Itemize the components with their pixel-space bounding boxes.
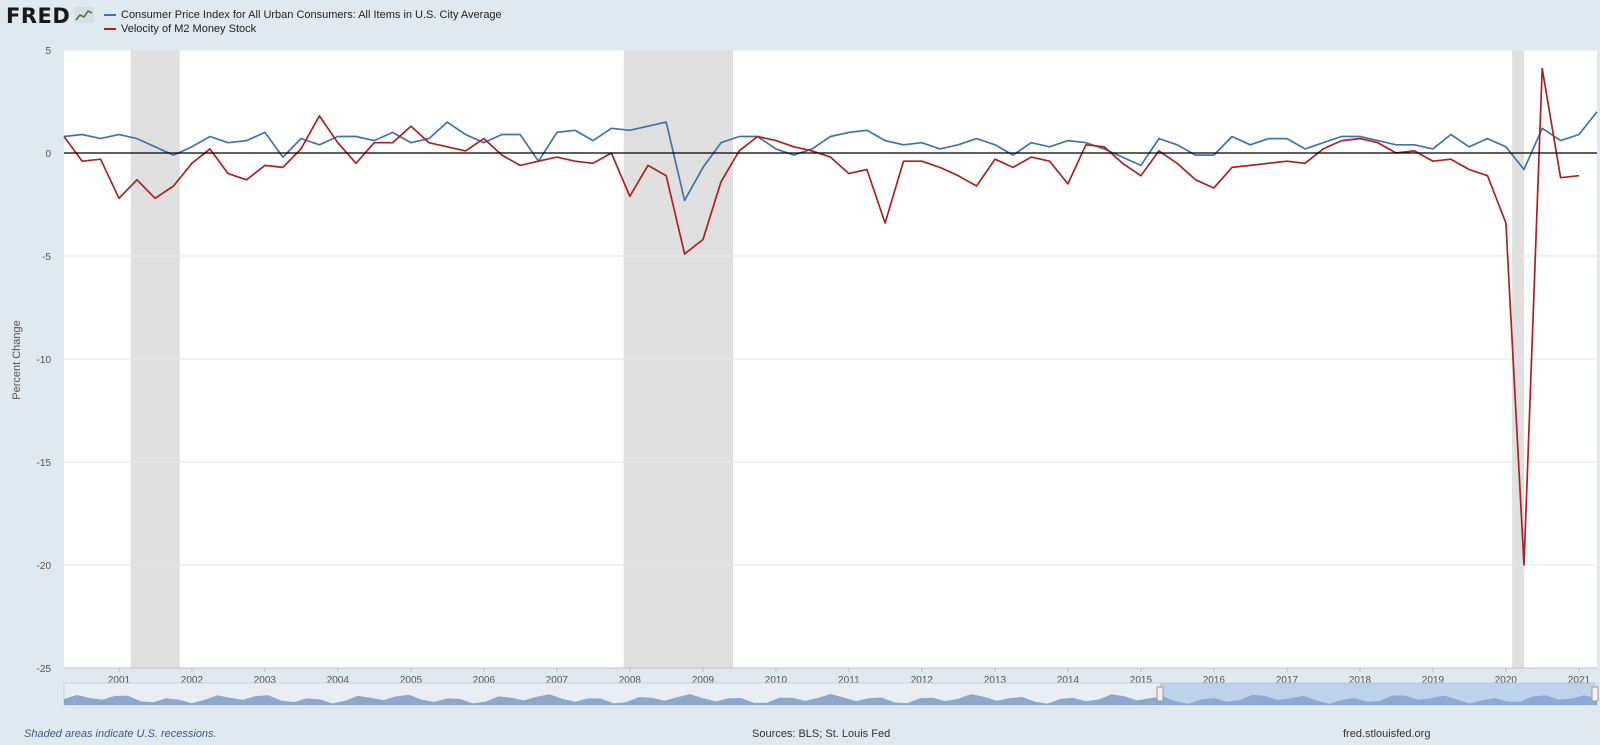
y-tick-label: -15 (37, 458, 52, 469)
chart-legend: Consumer Price Index for All Urban Consu… (104, 8, 502, 36)
x-tick-label: 2014 (1057, 675, 1080, 686)
sources-text: Sources: BLS; St. Louis Fed (752, 728, 891, 740)
x-tick-label: 2015 (1130, 675, 1153, 686)
x-tick-label: 2019 (1422, 675, 1445, 686)
x-tick-label: 2008 (619, 675, 642, 686)
y-tick-label: 5 (45, 46, 51, 57)
series-line-m2-velocity (63, 67, 1580, 566)
line-chart-icon (74, 7, 94, 23)
y-axis-label: Percent Change (11, 320, 23, 400)
y-tick-label: 0 (45, 149, 51, 160)
x-tick-label: 2021 (1568, 675, 1591, 686)
x-tick-label: 2006 (473, 675, 496, 686)
legend-swatch-cpi (104, 14, 116, 16)
x-tick-label: 2007 (546, 675, 569, 686)
x-tick-label: 2018 (1349, 675, 1372, 686)
fred-logo[interactable]: FRED (6, 4, 71, 28)
x-tick-label: 2009 (692, 675, 715, 686)
recession-note: Shaded areas indicate U.S. recessions. (24, 728, 217, 740)
x-tick-label: 2010 (765, 675, 788, 686)
range-navigator[interactable] (63, 682, 1599, 706)
x-tick-label: 2004 (327, 675, 350, 686)
y-tick-label: -25 (37, 664, 52, 675)
navigator-handle-left[interactable] (1156, 686, 1164, 702)
line-chart: 5 0 -5 -10 -15 -20 -25 2001 2002 2003 2004 2005 2006… (11, 46, 1599, 706)
navigator-selection[interactable] (1160, 683, 1595, 705)
x-tick-label: 2011 (838, 675, 860, 686)
x-tick-label: 2013 (984, 675, 1007, 686)
legend-label-m2-velocity: Velocity of M2 Money Stock (121, 23, 257, 35)
series-line-cpi (63, 111, 1598, 202)
x-tick-label: 2012 (911, 675, 934, 686)
navigator-series-area (64, 694, 1597, 705)
x-tick-label: 2020 (1495, 675, 1518, 686)
y-tick-label: -20 (37, 561, 52, 572)
legend-label-cpi: Consumer Price Index for All Urban Consu… (121, 9, 502, 21)
y-tick-label: -5 (42, 252, 51, 263)
site-link[interactable]: fred.stlouisfed.org (1343, 728, 1431, 740)
x-tick-label: 2003 (254, 675, 277, 686)
x-tick-label: 2016 (1203, 675, 1226, 686)
x-tick-label: 2005 (400, 675, 423, 686)
y-tick-label: -10 (37, 355, 52, 366)
navigator-handle-right[interactable] (1591, 686, 1599, 702)
legend-item-cpi[interactable]: Consumer Price Index for All Urban Consu… (104, 8, 502, 22)
x-tick-label: 2002 (181, 675, 204, 686)
legend-item-m2-velocity[interactable]: Velocity of M2 Money Stock (104, 22, 502, 36)
x-tick-label: 2001 (108, 675, 131, 686)
x-tick-label: 2017 (1276, 675, 1299, 686)
legend-swatch-m2-velocity (104, 28, 116, 30)
